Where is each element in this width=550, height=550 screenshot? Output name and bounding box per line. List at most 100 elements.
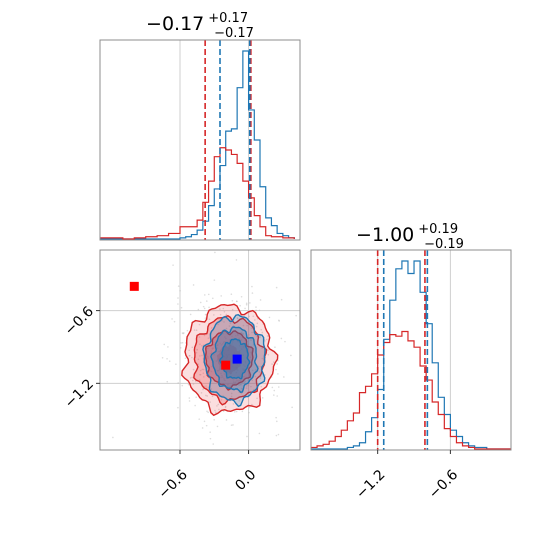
joint-scatter-point: [245, 387, 248, 389]
joint-scatter-point: [201, 344, 203, 347]
joint-scatter-point: [237, 340, 240, 343]
joint-scatter-point: [223, 321, 225, 323]
joint-scatter-point: [180, 342, 182, 344]
joint-scatter-point: [210, 327, 213, 329]
joint-scatter-point: [238, 384, 240, 386]
joint-scatter-point: [277, 433, 280, 436]
joint-scatter-point: [239, 379, 242, 382]
joint-scatter-point: [218, 318, 220, 321]
joint-scatter-point: [217, 344, 219, 346]
joint-scatter-point: [221, 343, 224, 345]
joint-scatter-point: [239, 304, 241, 307]
joint-scatter-point: [227, 383, 230, 386]
joint-scatter-point: [199, 343, 201, 346]
joint-scatter-point: [242, 324, 245, 327]
joint-scatter-point: [280, 337, 283, 340]
joint-scatter-point: [249, 351, 252, 354]
joint-scatter-point: [204, 317, 207, 319]
joint-scatter-point: [216, 425, 219, 428]
joint-scatter-point: [258, 371, 261, 373]
joint-scatter-point: [247, 344, 249, 346]
joint-scatter-point: [189, 313, 192, 316]
top-panel-frame: [99, 39, 301, 241]
joint-scatter-point: [177, 297, 179, 299]
joint-marker-1: [221, 360, 231, 370]
joint-scatter-point: [240, 392, 243, 395]
joint-scatter-point: [256, 397, 258, 400]
joint-scatter-point: [166, 357, 168, 360]
joint-scatter-point: [220, 295, 223, 297]
joint-scatter-point: [173, 320, 176, 323]
joint-scatter-point: [234, 411, 236, 413]
joint-scatter-point: [188, 400, 191, 402]
joint-scatter-point: [255, 306, 257, 308]
right-title-main: −1.00: [356, 224, 414, 246]
joint-scatter-point: [221, 374, 223, 377]
joint-scatter-point: [272, 361, 275, 363]
joint-scatter-point: [203, 376, 205, 378]
joint-scatter-point: [247, 384, 250, 387]
joint-scatter-point: [228, 339, 231, 341]
joint-scatter-point: [216, 405, 218, 407]
joint-scatter-point: [255, 325, 258, 328]
panel-top-marginal: −0.17 +0.17 −0.17: [99, 11, 301, 241]
joint-scatter-point: [163, 343, 166, 346]
joint-scatter-point: [249, 302, 251, 304]
joint-scatter-point: [207, 411, 209, 414]
joint-scatter-point: [217, 369, 219, 372]
joint-scatter-point: [235, 300, 238, 303]
joint-scatter-point: [261, 331, 264, 334]
blue-contour-line-2: [219, 338, 251, 380]
joint-scatter-point: [213, 314, 215, 316]
joint-scatter-point: [112, 436, 114, 439]
joint-scatter-point: [222, 341, 225, 344]
joint-scatter-point: [240, 387, 243, 390]
joint-scatter-point: [231, 341, 234, 343]
joint-scatter-point: [241, 410, 244, 413]
joint-scatter-point: [256, 322, 259, 325]
joint-scatter-point: [271, 363, 273, 365]
joint-scatter-point: [214, 409, 216, 412]
right-panel-frame: [310, 249, 512, 451]
joint-scatter-point: [196, 349, 198, 351]
joint-scatter-point: [209, 352, 212, 355]
joint-scatter-point: [192, 383, 195, 385]
joint-scatter-point: [191, 376, 194, 379]
red-contour-line-1: [193, 315, 268, 406]
joint-scatter-point: [175, 363, 177, 365]
joint-scatter-point: [155, 471, 157, 473]
joint-scatter-point: [260, 328, 263, 331]
joint-scatter-point: [205, 394, 207, 397]
joint-scatter-point: [202, 368, 205, 371]
joint-scatter-point: [267, 353, 270, 356]
joint-scatter-point: [232, 403, 235, 405]
joint-scatter-point: [198, 336, 201, 338]
joint-scatter-point: [234, 382, 237, 384]
joint-scatter-point: [220, 398, 223, 401]
joint-scatter-point: [204, 313, 207, 316]
joint-scatter-point: [198, 418, 201, 420]
right-xtick-label: −0.6: [426, 467, 461, 502]
joint-scatter-point: [238, 379, 241, 382]
joint-scatter-point: [225, 313, 228, 316]
red-contour-line-0: [181, 303, 279, 417]
joint-scatter-point: [236, 317, 239, 320]
joint-scatter-point: [274, 346, 276, 349]
joint-scatter-point: [198, 323, 201, 326]
joint-scatter-point: [268, 316, 271, 319]
joint-scatter-point: [207, 386, 210, 388]
joint-scatter-point: [277, 386, 280, 388]
joint-scatter-point: [208, 318, 211, 321]
joint-scatter-point: [212, 443, 215, 445]
joint-scatter-point: [213, 279, 216, 281]
joint-ytick-label: −1.2: [62, 376, 97, 411]
joint-scatter-point: [230, 424, 233, 426]
joint-scatter-point: [231, 299, 234, 302]
joint-scatter-point: [230, 293, 233, 296]
joint-scatter-point: [228, 325, 231, 327]
joint-scatter-point: [209, 401, 211, 403]
joint-ytick-label: −0.6: [62, 303, 97, 338]
joint-scatter-point: [271, 386, 274, 389]
joint-scatter-point: [238, 344, 241, 347]
joint-scatter-point: [250, 339, 252, 342]
